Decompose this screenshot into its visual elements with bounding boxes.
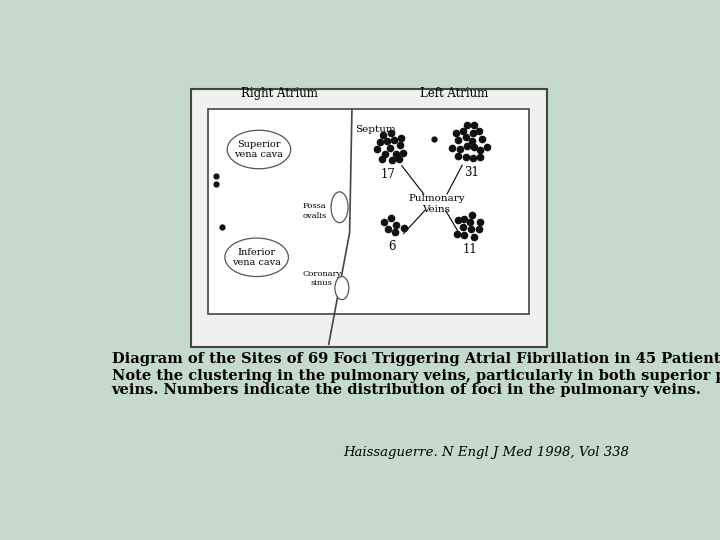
Text: 11: 11 (462, 244, 477, 256)
Ellipse shape (335, 276, 349, 300)
Text: Fossa
ovalis: Fossa ovalis (302, 202, 327, 220)
Text: 6: 6 (389, 240, 396, 253)
Text: Right Atrium: Right Atrium (241, 87, 318, 100)
Text: 17: 17 (380, 168, 395, 181)
Text: 31: 31 (464, 166, 479, 179)
Text: Septum: Septum (355, 125, 396, 134)
Bar (191, 90, 547, 347)
Text: Pulmonary
Veins: Pulmonary Veins (408, 194, 464, 213)
Text: Haissaguerre. N Engl J Med 1998, Vol 338: Haissaguerre. N Engl J Med 1998, Vol 338 (343, 446, 629, 459)
Bar (208, 110, 529, 314)
Ellipse shape (331, 192, 348, 222)
Ellipse shape (228, 130, 291, 168)
Text: veins. Numbers indicate the distribution of foci in the pulmonary veins.: veins. Numbers indicate the distribution… (112, 383, 701, 397)
Text: Superior
vena cava: Superior vena cava (235, 140, 284, 159)
Text: Diagram of the Sites of 69 Foci Triggering Atrial Fibrillation in 45 Patients.: Diagram of the Sites of 69 Foci Triggeri… (112, 352, 720, 366)
Text: Note the clustering in the pulmonary veins, particularly in both superior pulmon: Note the clustering in the pulmonary vei… (112, 369, 720, 383)
Ellipse shape (225, 238, 289, 276)
Text: Inferior
vena cava: Inferior vena cava (232, 248, 281, 267)
Text: Left Atrium: Left Atrium (420, 87, 488, 100)
Text: Coronary
sinus: Coronary sinus (302, 270, 341, 287)
